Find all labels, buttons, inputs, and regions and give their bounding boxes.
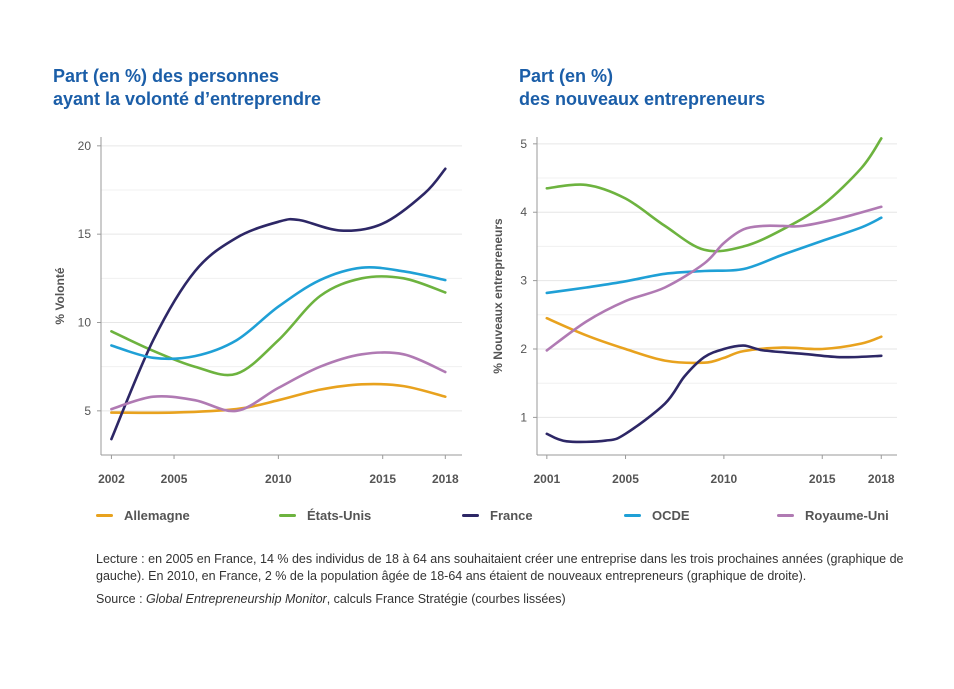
left-title-line-1: Part (en %) des personnes <box>53 66 280 86</box>
left-chart-title: Part (en %) des personnes ayant la volon… <box>53 65 321 111</box>
right-x-tick-label: 2015 <box>809 472 836 486</box>
right-series-ocde <box>545 216 883 295</box>
lecture-note: Lecture : en 2005 en France, 14 % des in… <box>96 552 904 583</box>
right-y-tick-label: 1 <box>520 410 527 424</box>
right-series-royaume-uni <box>545 205 883 352</box>
left-y-axis-label: % Volonté <box>53 267 67 324</box>
right-title-line-1: Part (en %) <box>519 66 614 86</box>
left-x-tick-label: 2018 <box>432 472 459 486</box>
right-x-tick-label: 2005 <box>612 472 639 486</box>
left-series-tats-unis <box>110 275 447 377</box>
legend-swatch-etats-unis <box>279 514 296 517</box>
legend-label-etats-unis: États-Unis <box>307 508 372 523</box>
left-chart: 5 10 15 20 2002 2005 2010 2015 2018 % Volonté <box>53 137 462 486</box>
source-prefix: Source : <box>96 592 147 606</box>
legend-swatch-royaume-uni <box>777 514 794 517</box>
right-series-allemagne <box>545 316 883 365</box>
legend-swatch-france <box>462 514 479 517</box>
left-x-tick-label: 2015 <box>369 472 396 486</box>
right-y-tick-label: 5 <box>520 137 527 151</box>
left-y-tick-label: 15 <box>78 227 92 241</box>
left-y-tick-label: 10 <box>78 316 92 330</box>
legend-label-ocde: OCDE <box>652 508 690 523</box>
legend-item-allemagne: Allemagne <box>96 508 190 523</box>
right-y-axis-label: % Nouveaux entrepreneurs <box>491 218 505 374</box>
legend-item-etats-unis: États-Unis <box>279 508 371 523</box>
legend: Allemagne États-Unis France OCDE Royaume… <box>0 508 954 530</box>
source-suffix: , calculs France Stratégie (courbes liss… <box>326 592 566 606</box>
left-x-tick-label: 2005 <box>161 472 188 486</box>
source-note: Source : Global Entrepreneurship Monitor… <box>96 591 916 608</box>
left-y-tick-label: 5 <box>84 404 91 418</box>
left-x-tick-label: 2010 <box>265 472 292 486</box>
right-series-france <box>545 344 883 444</box>
legend-swatch-ocde <box>624 514 641 517</box>
left-series-france <box>110 167 447 441</box>
right-y-tick-label: 3 <box>520 274 527 288</box>
right-chart: 1 2 3 4 5 2001 2005 2010 2015 2018 % Nouveaux entr… <box>491 137 897 486</box>
source-name: Global Entrepreneurship Monitor <box>146 592 327 606</box>
legend-item-france: France <box>462 508 533 523</box>
legend-item-royaume-uni: Royaume-Uni <box>777 508 889 523</box>
left-series-ocde <box>110 266 447 361</box>
right-y-tick-label: 4 <box>520 205 527 219</box>
right-series-tats-unis <box>545 137 883 253</box>
left-title-line-2: ayant la volonté d’entreprendre <box>53 89 322 109</box>
left-series-royaume-uni <box>110 351 447 413</box>
right-x-tick-label: 2018 <box>868 472 895 486</box>
right-x-tick-label: 2010 <box>711 472 738 486</box>
legend-item-ocde: OCDE <box>624 508 690 523</box>
legend-label-royaume-uni: Royaume-Uni <box>805 508 889 523</box>
left-series-allemagne <box>110 382 447 415</box>
right-title-line-2: des nouveaux entrepreneurs <box>519 89 766 109</box>
right-x-tick-label: 2001 <box>533 472 560 486</box>
legend-label-france: France <box>490 508 533 523</box>
chart-notes: Lecture : en 2005 en France, 14 % des in… <box>96 551 916 615</box>
left-y-tick-label: 20 <box>78 139 92 153</box>
legend-label-allemagne: Allemagne <box>124 508 190 523</box>
right-chart-title: Part (en %) des nouveaux entrepreneurs <box>519 65 765 111</box>
left-x-tick-label: 2002 <box>98 472 125 486</box>
right-y-tick-label: 2 <box>520 342 527 356</box>
legend-swatch-allemagne <box>96 514 113 517</box>
